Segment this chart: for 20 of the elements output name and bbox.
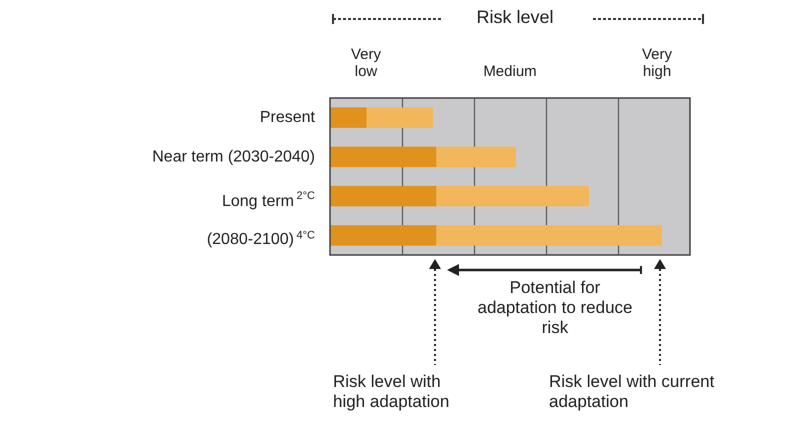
text: Risk level with high adaptation [333, 372, 450, 412]
bar [330, 107, 367, 128]
text: Very low [350, 46, 382, 80]
text: Risk level [475, 6, 555, 28]
text: Long term (2080-2100) [206, 193, 294, 248]
bar [436, 146, 516, 168]
text: Potential for adaptation to reduce risk [476, 278, 634, 338]
bar [436, 225, 662, 246]
y-tick-label: Near term (2030-2040) [152, 148, 315, 166]
bar [330, 146, 436, 168]
y-tick-label: Present [260, 109, 316, 126]
bar [330, 225, 436, 246]
text: Medium [482, 63, 538, 80]
bar [330, 186, 436, 206]
y-tick-label: 4°C [296, 229, 316, 242]
text: Very high [640, 46, 673, 80]
text: Risk level with current adaptation [549, 372, 716, 412]
bar [366, 107, 433, 128]
y-tick-label: 2°C [296, 190, 316, 202]
bar [436, 186, 589, 206]
